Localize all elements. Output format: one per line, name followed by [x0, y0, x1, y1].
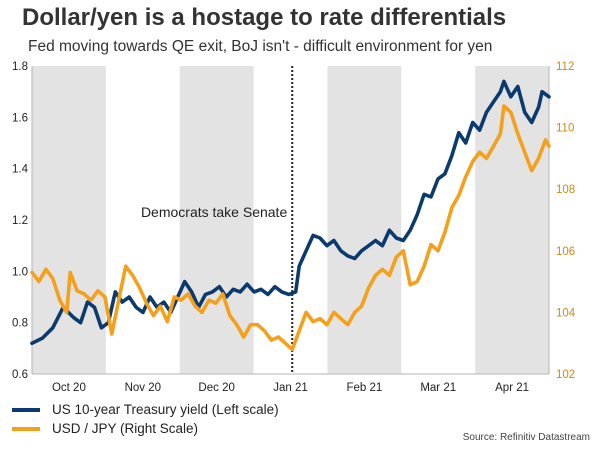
month-band-2 [179, 66, 254, 374]
series-line-usdjpy [30, 104, 551, 352]
left-tick-label: 1.0 [12, 266, 28, 278]
right-tick-label: 110 [556, 123, 574, 135]
chart-title: Dollar/yen is a hostage to rate differen… [22, 4, 507, 31]
x-tick-label: Dec 20 [198, 382, 234, 394]
left-tick-label: 1.6 [12, 112, 28, 124]
series-line-yield [30, 79, 551, 345]
month-band-0 [32, 66, 106, 374]
right-tick-label: 106 [556, 246, 575, 258]
left-tick-label: 1.2 [12, 215, 28, 227]
x-tick-label: Feb 21 [346, 382, 382, 394]
right-tick-label: 108 [556, 184, 575, 196]
x-tick-label: Mar 21 [420, 382, 456, 394]
right-tick-label: 104 [556, 307, 576, 319]
left-tick-label: 1.4 [12, 164, 29, 176]
x-tick-label: Nov 20 [125, 382, 161, 394]
legend-item-yield: US 10-year Treasury yield (Left scale) [12, 400, 279, 419]
left-tick-label: 0.6 [12, 369, 28, 381]
legend-label-yield: US 10-year Treasury yield (Left scale) [52, 402, 279, 417]
event-annotation: Democrats take Senate [141, 204, 288, 220]
chart-subtitle: Fed moving towards QE exit, BoJ isn't - … [28, 38, 493, 55]
legend-swatch-yield [12, 407, 40, 412]
x-tick-label: Jan 21 [273, 382, 308, 394]
left-tick-label: 1.8 [12, 61, 28, 73]
left-tick-label: 0.8 [12, 318, 28, 330]
legend-label-usdjpy: USD / JPY (Right Scale) [52, 421, 199, 436]
source-note: Source: Refinitiv Datastream [462, 432, 590, 443]
legend: US 10-year Treasury yield (Left scale) U… [12, 400, 279, 438]
month-band-4 [327, 66, 402, 374]
legend-item-usdjpy: USD / JPY (Right Scale) [12, 419, 279, 438]
right-tick-label: 112 [556, 61, 574, 73]
x-tick-label: Apr 21 [495, 382, 529, 394]
legend-swatch-usdjpy [12, 426, 40, 431]
right-tick-label: 102 [556, 369, 575, 381]
x-tick-label: Oct 20 [52, 382, 86, 394]
